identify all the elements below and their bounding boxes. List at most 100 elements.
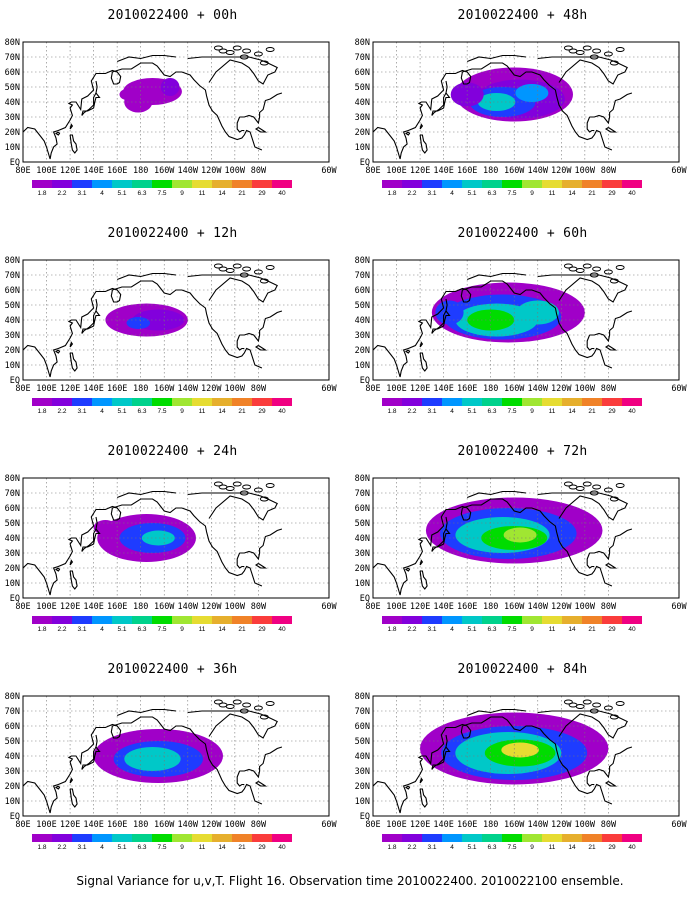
coastline	[445, 734, 448, 748]
colorbar-swatch	[252, 834, 272, 842]
lat-tick-label: 80N	[5, 256, 20, 266]
colorbar-swatch	[422, 616, 442, 624]
colorbar-swatch	[442, 616, 462, 624]
lon-tick-label: 80W	[601, 820, 617, 830]
colorbar-swatch	[132, 180, 152, 188]
colorbar-swatch	[152, 180, 172, 188]
colorbar-level-label: 1.8	[37, 626, 46, 633]
colorbar-swatch	[172, 616, 192, 624]
colorbar-level-label: 11	[549, 408, 556, 415]
map-frame	[372, 695, 680, 817]
lat-tick-label: 70N	[5, 489, 20, 499]
colorbar-swatch	[72, 616, 92, 624]
colorbar-swatch	[602, 180, 622, 188]
lon-tick-label: 120E	[410, 602, 430, 612]
colorbar-level-label: 3.1	[77, 844, 86, 851]
lat-tick-label: EQ	[360, 812, 370, 822]
colorbar-swatch	[542, 398, 562, 406]
lat-tick-label: 20N	[355, 564, 370, 574]
coastline	[81, 91, 101, 116]
coastline	[117, 54, 177, 63]
colorbar: 1.8 2.2 3.1 4 5.1 6.3 7.5 9 11 14 21 29 40	[382, 398, 642, 415]
lat-tick-label: 30N	[5, 549, 20, 559]
colorbar-swatch	[92, 616, 112, 624]
map-frame	[22, 41, 330, 163]
coastline	[586, 116, 595, 133]
map-frame	[22, 477, 330, 599]
variance-region	[141, 530, 175, 546]
colorbar-level-label: 9	[180, 190, 184, 197]
lat-tick-label: 10N	[355, 361, 370, 371]
panel-title: 2010022400 + 36h	[107, 662, 238, 677]
coastline	[373, 716, 613, 814]
lon-tick-label: 100W	[575, 602, 596, 612]
colorbar-swatch	[232, 180, 252, 188]
panel-title: 2010022400 + 48h	[457, 8, 588, 23]
lon-tick-label: 140W	[178, 166, 199, 176]
coastline	[54, 131, 61, 136]
lon-tick-label: 140E	[433, 166, 453, 176]
coastline	[69, 134, 78, 154]
colorbar-level-label: 2.2	[407, 408, 416, 415]
lat-tick-label: 10N	[355, 579, 370, 589]
colorbar-level-label: 5.1	[117, 844, 126, 851]
lat-tick-label: EQ	[360, 376, 370, 386]
lon-tick-label: 140E	[433, 384, 453, 394]
colorbar-swatch	[502, 398, 522, 406]
panel-title: 2010022400 + 72h	[457, 444, 588, 459]
colorbar-swatch	[272, 834, 292, 842]
colorbar-swatch	[522, 180, 542, 188]
lon-tick-label: 160W	[154, 820, 175, 830]
lat-tick-label: 60N	[5, 68, 20, 78]
lon-tick-label: 140W	[178, 820, 199, 830]
lon-tick-label: 160E	[107, 384, 127, 394]
coastline	[254, 781, 268, 787]
lon-tick-label: 120W	[551, 602, 572, 612]
lon-tick-label: 80E	[15, 384, 30, 394]
variance-region	[124, 747, 181, 771]
colorbar-level-label: 11	[199, 844, 206, 851]
colorbar-swatch	[382, 834, 402, 842]
lat-tick-label: 50N	[5, 301, 20, 311]
lat-tick-label: 20N	[355, 346, 370, 356]
lat-tick-label: 10N	[355, 143, 370, 153]
colorbar-level-label: 29	[258, 844, 266, 851]
coastline	[419, 341, 424, 348]
colorbar-level-label: 4	[100, 844, 104, 851]
lon-tick-label: 80W	[601, 384, 617, 394]
lat-tick-label: 40N	[5, 98, 20, 108]
colorbar-level-label: 7.5	[507, 626, 516, 633]
coastline	[23, 62, 263, 160]
colorbar-level-label: 6.3	[137, 190, 146, 197]
coastline	[254, 127, 268, 133]
coastline	[187, 710, 278, 739]
lon-tick-label: 80E	[365, 820, 380, 830]
lon-tick-label: 80E	[365, 602, 380, 612]
colorbar-level-label: 7.5	[157, 408, 166, 415]
colorbar-level-label: 40	[278, 844, 286, 851]
lat-tick-label: EQ	[360, 594, 370, 604]
lat-tick-label: 80N	[355, 256, 370, 266]
coastline	[81, 309, 101, 334]
lat-tick-label: 70N	[355, 271, 370, 281]
lat-tick-label: 70N	[355, 53, 370, 63]
map-panel-24h: 2010022400 + 24h 80N 70N 60N 50N 40N 30N 20N 10N…	[0, 436, 345, 658]
lat-tick-label: 10N	[5, 579, 20, 589]
lon-tick-label: 180	[133, 602, 148, 612]
lon-tick-label: 80W	[601, 166, 617, 176]
lon-tick-label: 80E	[15, 820, 30, 830]
panel-title: 2010022400 + 00h	[107, 8, 238, 23]
colorbar-level-label: 5.1	[117, 190, 126, 197]
lon-tick-label: 180	[483, 820, 498, 830]
lat-tick-label: 40N	[355, 534, 370, 544]
colorbar-level-label: 7.5	[157, 190, 166, 197]
colorbar-swatch	[442, 180, 462, 188]
lat-tick-label: 30N	[5, 113, 20, 123]
colorbar-swatch	[32, 616, 52, 624]
colorbar-swatch	[462, 398, 482, 406]
variance-region	[160, 78, 180, 96]
